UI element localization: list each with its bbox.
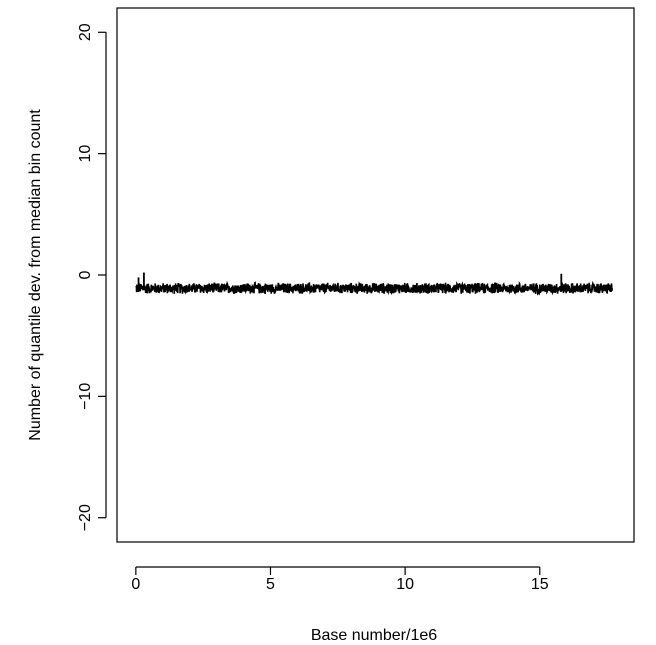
- series-line: [135, 280, 613, 296]
- x-axis-label: Base number/1e6: [311, 627, 437, 644]
- y-tick-label: 20: [77, 23, 94, 41]
- y-tick-label: 0: [77, 270, 94, 279]
- y-tick-label: −10: [77, 383, 94, 410]
- x-tick-label: 5: [266, 576, 275, 593]
- plot-frame: [116, 7, 635, 543]
- y-tick-label: 10: [77, 145, 94, 163]
- x-tick-label: 10: [396, 576, 414, 593]
- y-tick-label: −20: [77, 504, 94, 531]
- x-tick-label: 0: [131, 576, 140, 593]
- x-tick-label: 15: [531, 576, 549, 593]
- y-axis-label: Number of quantile dev. from median bin …: [27, 109, 44, 441]
